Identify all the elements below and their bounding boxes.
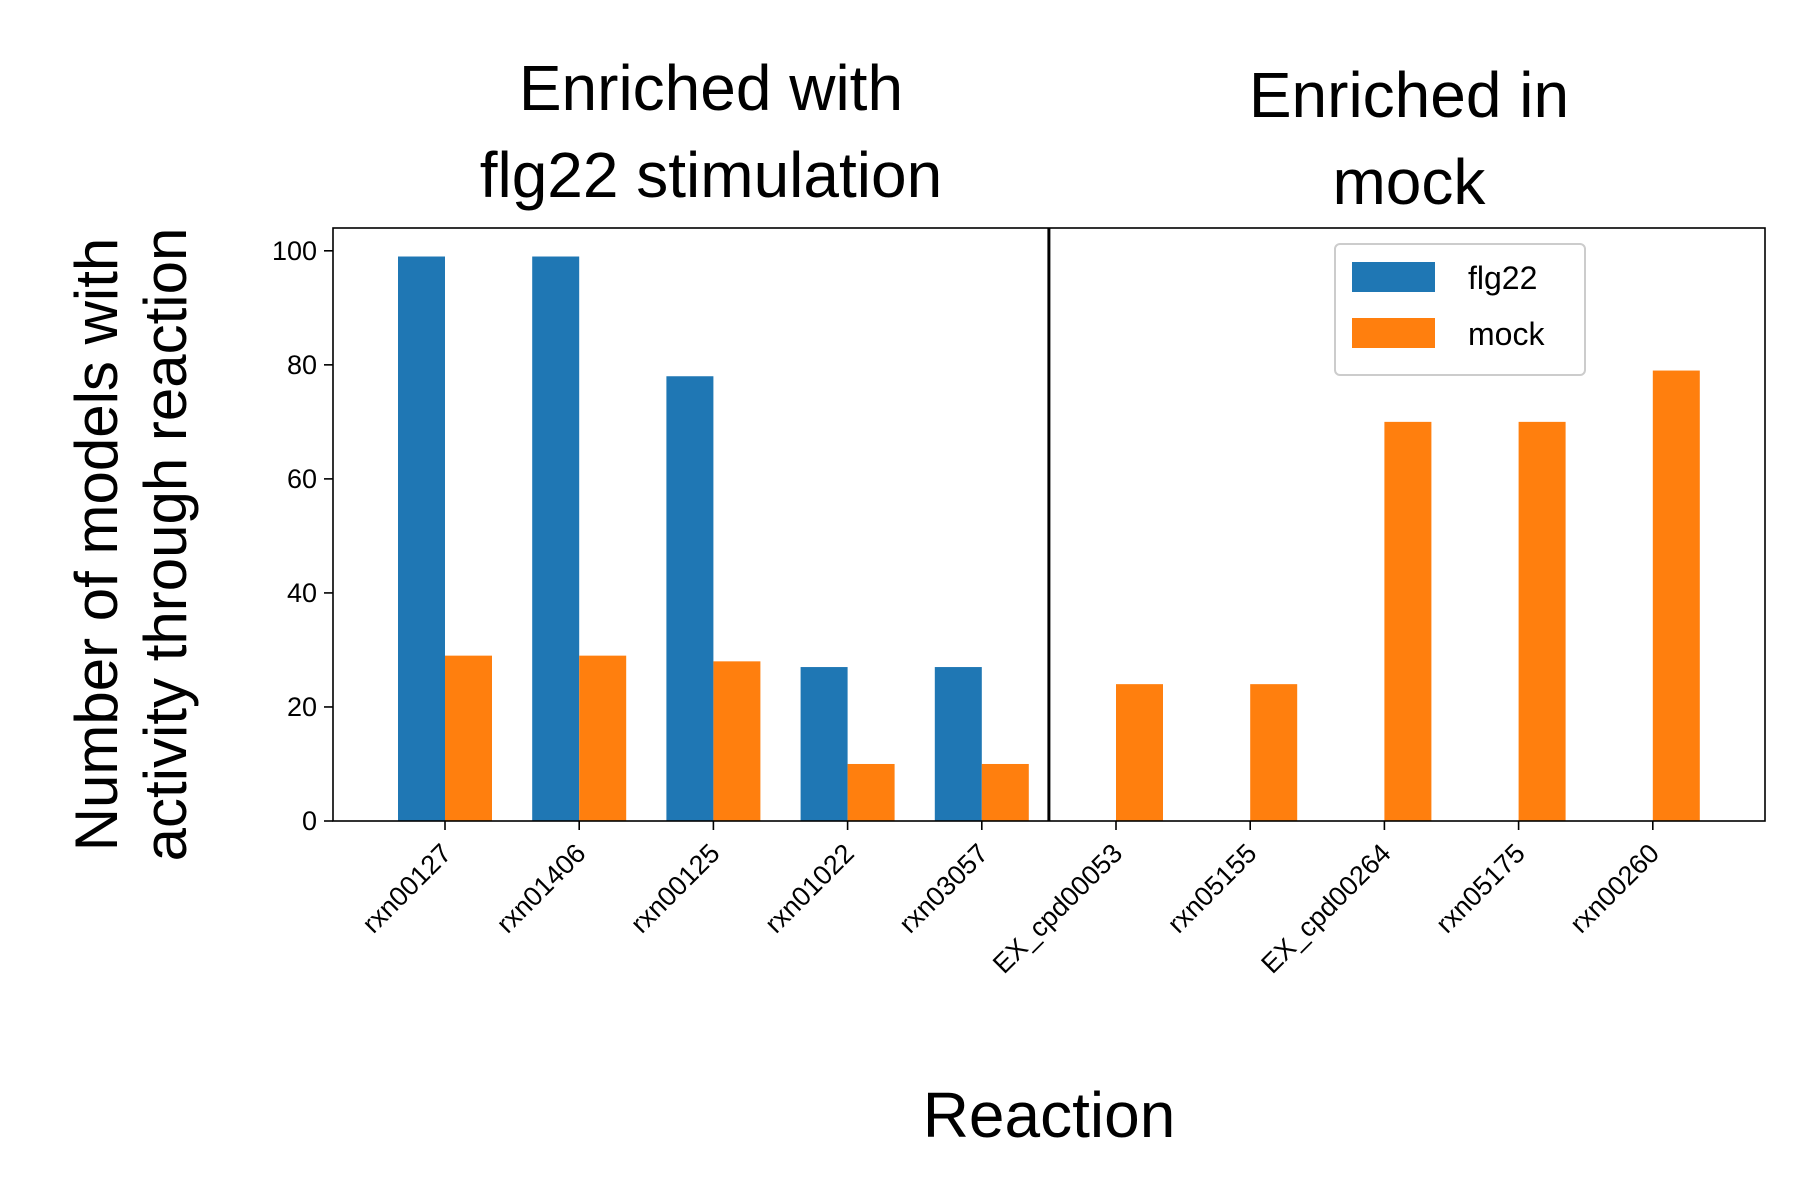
y-axis-label-line: activity through reaction: [132, 228, 199, 862]
group-title-line: flg22 stimulation: [480, 139, 942, 211]
legend-swatch-flg22: [1352, 262, 1435, 292]
bar-mock-rxn05175: [1518, 421, 1566, 821]
x-axis-label: Reaction: [923, 1079, 1176, 1151]
legend-label-mock: mock: [1468, 316, 1545, 352]
bar-flg22-rxn00125: [666, 376, 714, 821]
bar-mock-rxn05155: [1250, 684, 1298, 821]
bar-flg22-rxn00127: [398, 256, 445, 821]
y-tick-label: 60: [287, 464, 317, 494]
bar-mock-EX_cpd00264: [1384, 421, 1432, 821]
y-tick-label: 20: [287, 692, 317, 722]
y-axis-label-line: Number of models with: [63, 238, 130, 852]
group-titles: Enriched with flg22 stimulation Enriched i…: [480, 52, 1569, 218]
group-title-line: Enriched with: [519, 52, 903, 124]
plot-frame: [332, 227, 1766, 822]
legend-swatch-mock: [1352, 318, 1435, 348]
group-title-line: Enriched in: [1249, 59, 1569, 131]
bar-mock-rxn03057: [981, 763, 1029, 821]
y-tick-label: 100: [272, 236, 317, 266]
y-tick-label: 40: [287, 578, 317, 608]
bar-mock-rxn00260: [1652, 370, 1700, 821]
bar-mock-rxn00127: [445, 655, 492, 821]
group-title-line: mock: [1332, 146, 1486, 218]
legend: flg22 mock: [1334, 243, 1586, 376]
bar-mock-rxn01022: [847, 763, 895, 821]
legend-label-flg22: flg22: [1468, 260, 1537, 296]
bar-flg22-rxn01022: [800, 667, 848, 821]
bar-mock-rxn01406: [579, 655, 627, 821]
y-tick-label: 80: [287, 350, 317, 380]
bars-layer: [398, 256, 1700, 821]
y-tick-label: 0: [302, 806, 317, 836]
bar-mock-rxn00125: [713, 661, 761, 821]
bar-flg22-rxn03057: [934, 667, 982, 821]
bar-flg22-rxn01406: [532, 256, 580, 821]
bar-mock-EX_cpd00053: [1116, 684, 1163, 821]
